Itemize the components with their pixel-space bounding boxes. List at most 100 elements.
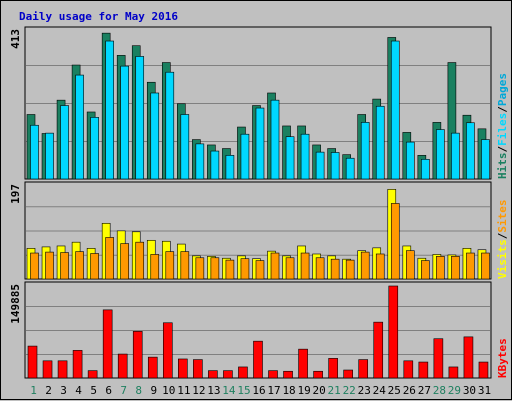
x-tick-label: 10 (162, 384, 175, 397)
bar-sites (360, 251, 370, 280)
bar-sites (120, 243, 129, 280)
bar-sites (225, 259, 235, 280)
bar-files (240, 133, 250, 180)
bar-kbytes (253, 340, 263, 379)
x-tick-label: 31 (478, 384, 491, 397)
panel-2-axis-label: Visits/Sites (496, 200, 509, 280)
bar-kbytes (388, 285, 399, 379)
x-tick-label: 1 (30, 384, 37, 397)
x-tick-label: 21 (328, 384, 341, 397)
bar-kbytes (178, 358, 188, 379)
bar-sites (90, 253, 99, 280)
bar-kbytes (147, 356, 158, 379)
bar-sites (165, 251, 175, 280)
bar-files (300, 133, 310, 180)
bar-kbytes (162, 322, 173, 379)
bar-kbytes (403, 360, 414, 379)
bar-sites (421, 260, 430, 280)
bar-kbytes (268, 370, 278, 379)
x-tick-label: 7 (120, 384, 127, 397)
bar-sites (105, 237, 114, 280)
bar-kbytes (448, 366, 459, 379)
axis-label-visits: Visits (496, 239, 509, 279)
axis-label-files: Files (496, 113, 509, 146)
x-tick-label: 30 (463, 384, 476, 397)
bar-sites (210, 257, 220, 280)
bar-sites (390, 203, 400, 280)
bar-files (360, 122, 370, 180)
bar-sites (375, 253, 385, 280)
x-tick-label: 16 (252, 384, 265, 397)
bar-files (180, 114, 190, 180)
x-tick-label: 4 (75, 384, 82, 397)
bar-kbytes (238, 366, 248, 379)
bar-files (330, 152, 340, 180)
x-tick-label: 19 (297, 384, 310, 397)
bar-files (75, 74, 84, 180)
x-tick-label: 28 (433, 384, 446, 397)
x-tick-label: 20 (313, 384, 326, 397)
bar-kbytes (87, 370, 98, 379)
bar-files (225, 155, 235, 180)
bar-files (150, 92, 160, 180)
panel-1-axis-label: Hits/Files/Pages (496, 73, 509, 179)
bar-sites (45, 251, 54, 280)
bar-kbytes (102, 309, 113, 379)
bar-files (255, 107, 265, 180)
bar-files (481, 139, 490, 180)
bar-files (375, 105, 385, 180)
bar-kbytes (193, 359, 203, 379)
bar-kbytes (117, 353, 128, 379)
panel-1-ymax-label: 413 (9, 29, 22, 49)
axis-label-pages: Pages (496, 73, 509, 106)
bar-sites (195, 257, 205, 280)
bar-kbytes (418, 361, 429, 379)
x-tick-label: 3 (60, 384, 67, 397)
bar-files (270, 99, 280, 180)
bar-sites (60, 252, 69, 280)
x-tick-label: 29 (448, 384, 461, 397)
bar-files (315, 151, 325, 180)
x-tick-label: 24 (373, 384, 387, 397)
bar-kbytes (433, 338, 444, 379)
x-tick-label: 8 (135, 384, 142, 397)
bar-files (390, 40, 400, 180)
bar-kbytes (358, 359, 369, 379)
bar-files (285, 136, 295, 180)
bar-kbytes (328, 358, 338, 379)
x-tick-label: 27 (418, 384, 431, 397)
bar-kbytes (208, 370, 218, 379)
bar-sites (315, 257, 325, 280)
x-tick-label: 15 (237, 384, 250, 397)
bar-kbytes (313, 370, 323, 379)
panel-2-ymax-label: 197 (9, 184, 22, 204)
bar-files (345, 157, 355, 180)
bar-kbytes (283, 370, 293, 379)
bar-sites (75, 251, 84, 280)
x-tick-label: 25 (388, 384, 401, 397)
x-tick-label: 2 (45, 384, 52, 397)
bar-sites (285, 257, 295, 280)
x-tick-label: 26 (403, 384, 416, 397)
bar-files (451, 132, 460, 180)
bar-sites (270, 252, 280, 280)
axis-label-hits: Hits (496, 153, 509, 180)
bar-files (45, 132, 54, 180)
bar-kbytes (463, 336, 474, 379)
bar-kbytes (478, 361, 489, 379)
bar-sites (451, 256, 460, 280)
bar-files (210, 150, 220, 180)
x-tick-label: 11 (177, 384, 190, 397)
axis-label-kbytes: KBytes (496, 338, 509, 378)
bar-kbytes (57, 360, 68, 379)
bar-kbytes (42, 360, 53, 379)
x-tick-label: 13 (207, 384, 220, 397)
bar-sites (345, 259, 355, 280)
bar-files (466, 122, 475, 180)
bar-kbytes (132, 331, 143, 379)
bar-sites (300, 252, 310, 280)
bar-files (165, 71, 175, 180)
bar-files (135, 56, 145, 180)
panel-3-ymax-label: 149885 (9, 284, 22, 324)
bar-files (421, 158, 430, 180)
